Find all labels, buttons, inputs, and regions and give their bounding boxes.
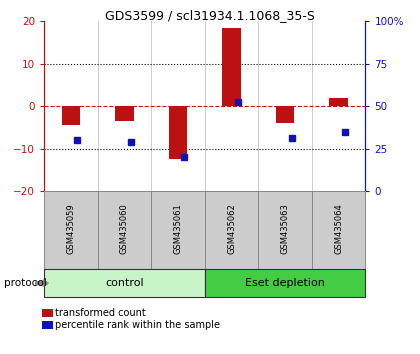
Bar [329,98,348,106]
Bar [44,269,205,297]
Text: percentile rank within the sample: percentile rank within the sample [55,320,220,330]
Text: GSM435061: GSM435061 [173,203,182,254]
Text: GSM435064: GSM435064 [334,203,343,254]
Bar [276,106,294,123]
Bar [205,269,365,297]
Bar [97,191,151,269]
Text: Eset depletion: Eset depletion [245,278,325,288]
Text: GSM435059: GSM435059 [66,203,75,254]
Text: GSM435060: GSM435060 [120,203,129,254]
Bar [258,191,312,269]
Bar [44,191,98,269]
Bar [151,191,205,269]
Text: transformed count: transformed count [55,308,146,318]
Text: GSM435062: GSM435062 [227,203,236,254]
Bar [222,28,241,106]
Bar [168,106,187,159]
Text: GSM435063: GSM435063 [281,203,289,254]
Text: control: control [105,278,144,288]
Bar [205,191,258,269]
Bar [312,191,365,269]
Bar [61,106,80,125]
Text: protocol: protocol [4,278,47,288]
Text: GDS3599 / scl31934.1.1068_35-S: GDS3599 / scl31934.1.1068_35-S [105,9,315,22]
Bar [115,106,134,121]
